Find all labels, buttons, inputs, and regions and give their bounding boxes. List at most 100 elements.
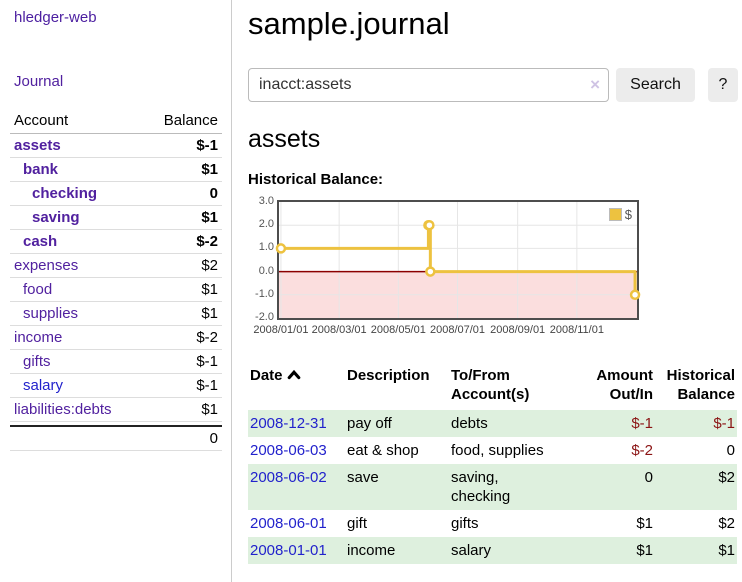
account-balance: $1 xyxy=(201,305,218,322)
transaction-amount: $1 xyxy=(636,515,653,532)
transaction-date-link[interactable]: 2008-06-01 xyxy=(250,515,327,532)
account-row: food $1 xyxy=(10,278,222,302)
main-content: sample.journal × Search ? assets Histori… xyxy=(248,0,742,564)
search-bar: × Search ? xyxy=(248,68,742,102)
transaction-balance: $1 xyxy=(718,542,735,559)
account-row: expenses $2 xyxy=(10,254,222,278)
clear-search-icon[interactable]: × xyxy=(590,75,600,94)
account-heading: assets xyxy=(248,125,321,153)
account-link[interactable]: supplies xyxy=(23,305,79,322)
account-link[interactable]: saving xyxy=(32,209,80,226)
account-link[interactable]: expenses xyxy=(14,257,79,274)
search-input[interactable] xyxy=(248,68,609,102)
search-button[interactable]: Search xyxy=(616,68,695,102)
app-brand-link[interactable]: hledger-web xyxy=(14,9,97,26)
x-axis-tick-label: 2008/05/01 xyxy=(370,324,426,336)
transaction-description: eat & shop xyxy=(347,442,419,459)
chart-canvas xyxy=(275,202,641,318)
register-col-date[interactable]: Date xyxy=(248,364,345,410)
transaction-accounts: salary xyxy=(451,542,492,559)
transaction-date-link[interactable]: 2008-12-31 xyxy=(250,415,327,432)
y-axis-tick-label: 0.0 xyxy=(258,264,274,277)
transaction-description: gift xyxy=(347,515,368,532)
account-link[interactable]: assets xyxy=(14,137,61,154)
account-balance: $1 xyxy=(201,209,218,226)
chart-legend: $ xyxy=(608,207,632,222)
transaction-balance: $-1 xyxy=(713,415,735,432)
account-link[interactable]: cash xyxy=(23,233,58,250)
account-row: liabilities:debts $1 xyxy=(10,398,222,422)
register-col-label: Amount Out/In xyxy=(596,367,653,403)
account-balance: $1 xyxy=(201,401,218,418)
register-body: 2008-12-31 pay off debts $-1 $-1 2008-06-03 ea… xyxy=(248,410,737,564)
transaction-row: 2008-01-01 income salary $1 $1 xyxy=(248,537,737,564)
transaction-row: 2008-12-31 pay off debts $-1 $-1 xyxy=(248,410,737,437)
register-col-description: Description xyxy=(345,364,449,410)
transaction-amount: $-2 xyxy=(631,442,653,459)
x-axis-tick-label: 2008/01/01 xyxy=(253,324,309,336)
account-link[interactable]: income xyxy=(14,329,63,346)
register-col-label: To/From Account(s) xyxy=(451,367,530,403)
account-balance: $-2 xyxy=(196,233,218,250)
account-row: saving $1 xyxy=(10,206,222,230)
x-axis-tick-label: 2008/11/01 xyxy=(549,324,604,336)
transaction-row: 2008-06-02 save saving, checking 0 $2 xyxy=(248,464,737,510)
account-link[interactable]: checking xyxy=(32,185,98,202)
chart-title: Historical Balance: xyxy=(248,171,384,188)
transaction-amount: $1 xyxy=(636,542,653,559)
transaction-amount: $-1 xyxy=(631,415,653,432)
account-balance: $-1 xyxy=(196,137,218,154)
account-row: assets $-1 xyxy=(10,134,222,158)
transaction-date-cell: 2008-12-31 xyxy=(248,410,345,437)
y-axis-tick-label: 3.0 xyxy=(258,195,274,207)
register-table: Date Description To/From Account(s) Amount … xyxy=(248,364,737,564)
account-balance: $-2 xyxy=(196,329,218,346)
account-link[interactable]: liabilities:debts xyxy=(14,401,112,418)
transaction-amount: 0 xyxy=(644,469,653,486)
total-balance: 0 xyxy=(209,430,218,447)
account-balance: $2 xyxy=(201,257,218,274)
account-link[interactable]: food xyxy=(23,281,53,298)
transaction-description: income xyxy=(347,542,396,559)
account-balance-table: Account Balance assets $-1 bank $1 checking 0… xyxy=(10,109,222,451)
account-row: cash $-2 xyxy=(10,230,222,254)
transaction-accounts: gifts xyxy=(451,515,479,532)
register-col-balance: Historical Balance xyxy=(655,364,737,410)
register-header-row: Date Description To/From Account(s) Amount … xyxy=(248,364,737,410)
search-box: × xyxy=(248,68,609,102)
account-row: salary $-1 xyxy=(10,374,222,398)
transaction-accounts: food, supplies xyxy=(451,442,544,459)
y-axis-tick-label: 1.0 xyxy=(258,241,274,254)
x-axis-tick-label: 2008/09/01 xyxy=(490,324,546,336)
series-label: $ xyxy=(624,207,632,222)
account-link[interactable]: salary xyxy=(23,377,64,394)
account-row: income $-2 xyxy=(10,326,222,350)
account-row: supplies $1 xyxy=(10,302,222,326)
transaction-date-link[interactable]: 2008-06-03 xyxy=(250,442,327,459)
transaction-accounts: saving, checking xyxy=(451,469,511,505)
transaction-row: 2008-06-03 eat & shop food, supplies $-2 0 xyxy=(248,437,737,464)
historical-balance-chart: $ 3.0 2.0 1.0 0.0 -1.0 -2.0 2008/01/01 2008/03/… xyxy=(248,196,742,340)
account-column-header: Account xyxy=(14,112,69,129)
transaction-date-cell: 2008-06-02 xyxy=(248,464,345,510)
page-title: sample.journal xyxy=(248,6,450,41)
help-button[interactable]: ? xyxy=(708,68,738,102)
account-row: bank $1 xyxy=(10,158,222,182)
account-total-row: 0 xyxy=(10,425,222,451)
account-balance: $-1 xyxy=(196,353,218,370)
transaction-accounts: debts xyxy=(451,415,488,432)
transaction-date-link[interactable]: 2008-06-02 xyxy=(250,469,327,486)
account-row: checking 0 xyxy=(10,182,222,206)
transaction-balance: $2 xyxy=(718,469,735,486)
account-link[interactable]: bank xyxy=(23,161,59,178)
nav-journal-link[interactable]: Journal xyxy=(14,73,64,90)
register-col-label: Date xyxy=(250,367,283,384)
account-link[interactable]: gifts xyxy=(23,353,51,370)
transaction-date-cell: 2008-06-03 xyxy=(248,437,345,464)
transaction-balance: $2 xyxy=(718,515,735,532)
x-axis-tick-label: 2008/07/01 xyxy=(429,324,486,336)
register-col-label: Historical Balance xyxy=(666,367,735,403)
transaction-date-link[interactable]: 2008-01-01 xyxy=(250,542,327,559)
transaction-balance: 0 xyxy=(726,442,735,459)
account-balance: $1 xyxy=(201,161,218,178)
